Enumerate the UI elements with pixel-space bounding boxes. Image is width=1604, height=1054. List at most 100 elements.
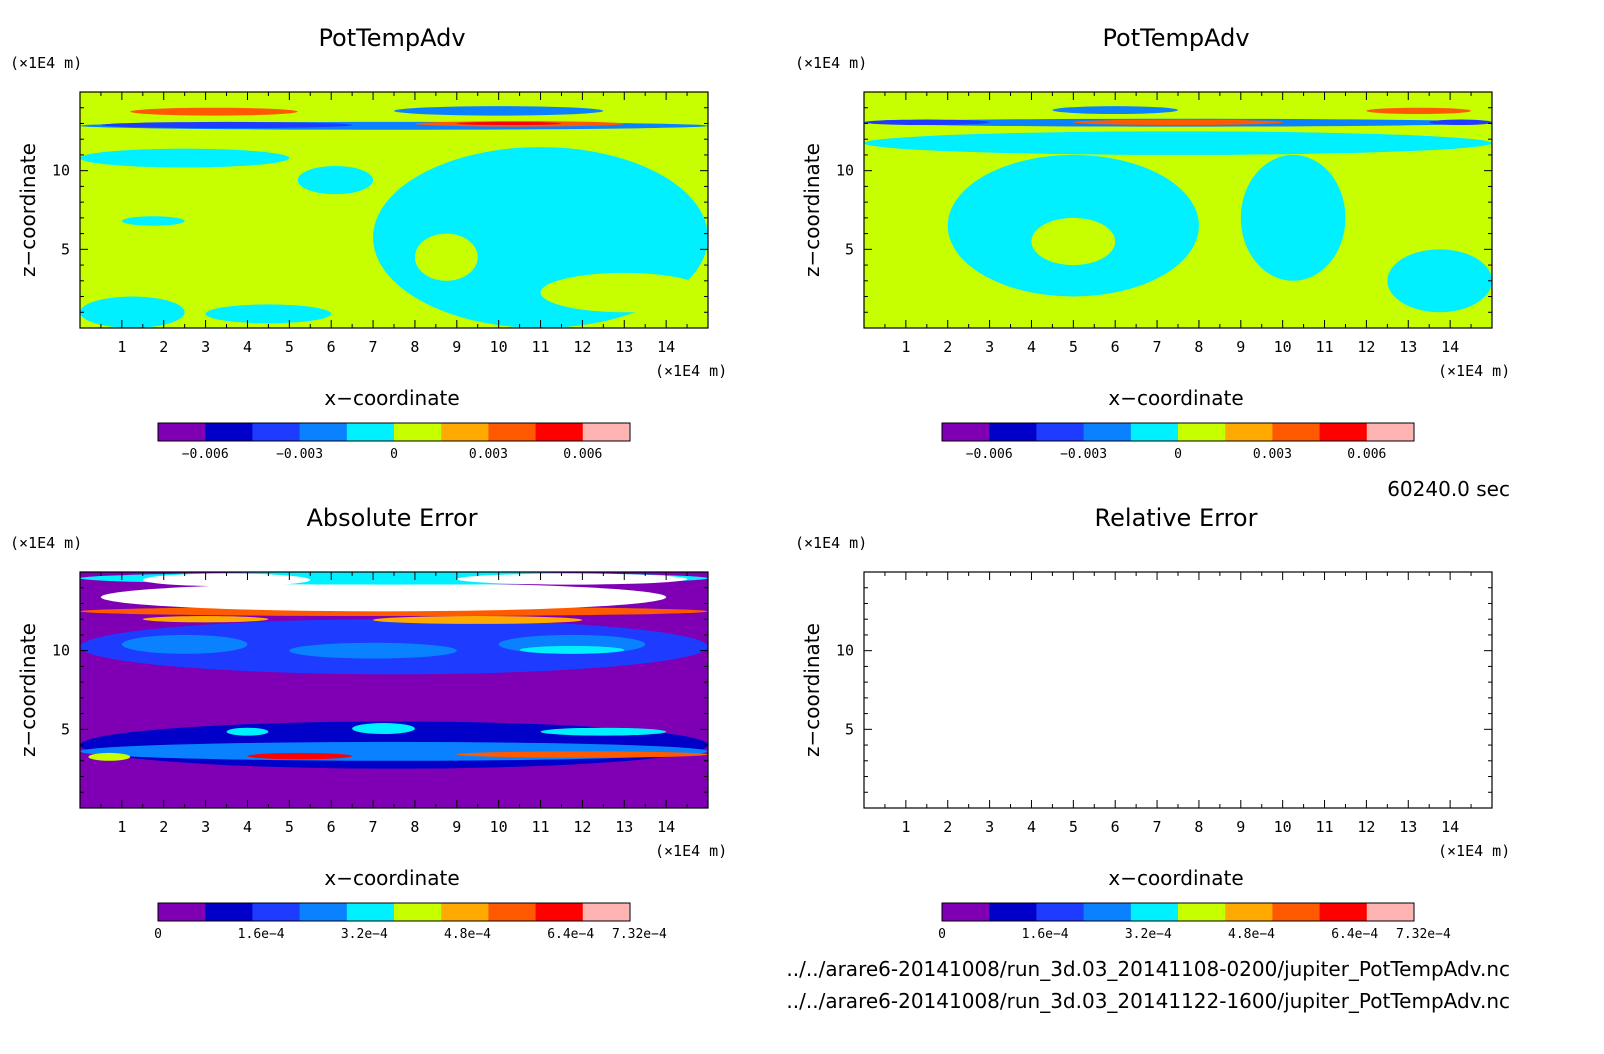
x-tick-label: 2 — [943, 338, 952, 356]
colorbar-swatch — [252, 423, 301, 441]
y-tick-label: 10 — [836, 162, 854, 180]
x-tick-label: 8 — [410, 818, 419, 836]
x-tick-label: 5 — [285, 338, 294, 356]
x-unit-label: (×1E4 m) — [655, 842, 727, 860]
field-region — [80, 296, 185, 328]
colorbar-tick-label: 1.6e−4 — [238, 927, 285, 942]
x-tick-label: 9 — [1236, 818, 1245, 836]
field-region — [80, 148, 290, 168]
x-axis-label: x−coordinate — [324, 866, 459, 890]
x-tick-labels: 1 2 3 4 5 6 7 8 9 10 11 12 13 14 — [901, 338, 1459, 356]
colorbar-swatch — [582, 903, 631, 921]
y-tick-label: 10 — [52, 642, 70, 660]
x-tick-label: 8 — [1194, 818, 1203, 836]
x-tick-labels: 1 2 3 4 5 6 7 8 9 10 11 12 13 14 — [117, 338, 675, 356]
field — [80, 92, 708, 328]
x-tick-labels: 1 2 3 4 5 6 7 8 9 10 11 12 13 14 — [901, 818, 1459, 836]
field-region — [1073, 119, 1283, 126]
colorbar-tick-label: 0.006 — [563, 447, 602, 462]
y-unit-label: (×1E4 m) — [10, 54, 82, 72]
y-tick-label: 5 — [845, 240, 854, 258]
field-region — [456, 573, 688, 585]
colorbar-swatch — [989, 903, 1037, 921]
y-unit-label: (×1E4 m) — [795, 54, 867, 72]
x-tick-label: 14 — [1441, 818, 1459, 836]
x-unit-label: (×1E4 m) — [655, 362, 727, 380]
plot-area — [863, 571, 1493, 809]
y-unit-label: (×1E4 m) — [795, 534, 867, 552]
x-tick-label: 6 — [327, 818, 336, 836]
x-tick-label: 8 — [410, 338, 419, 356]
x-tick-label: 2 — [943, 818, 952, 836]
colorbar-swatch — [205, 903, 253, 921]
y-tick-labels: 5 10 — [836, 642, 854, 739]
field-region — [100, 583, 667, 612]
colorbar-tick-label: −0.003 — [276, 447, 323, 462]
plot-background — [864, 572, 1492, 808]
colorbar-swatch — [394, 903, 442, 921]
colorbar-frame — [157, 902, 631, 922]
colorbar-tick-label: 0.003 — [1253, 447, 1292, 462]
x-tick-label: 10 — [490, 338, 508, 356]
colorbar-tick-label: 3.2e−4 — [341, 927, 388, 942]
x-tick-label: 1 — [901, 338, 910, 356]
plot-area — [79, 91, 709, 329]
y-tick-label: 5 — [61, 720, 70, 738]
colorbar-swatch — [1225, 423, 1273, 441]
field-region — [519, 645, 625, 654]
file-path-2: ../../arare6-20141008/run_3d.03_20141122… — [786, 989, 1510, 1013]
panel-title: Relative Error — [1095, 504, 1258, 532]
colorbar-tick-label: 7.32e−4 — [612, 927, 667, 942]
x-axis-label: x−coordinate — [1108, 866, 1243, 890]
y-tick-labels: 5 10 — [52, 162, 70, 259]
y-axis-label: z−coordinate — [16, 623, 40, 757]
x-tick-label: 7 — [369, 338, 378, 356]
field-region — [142, 573, 311, 587]
x-tick-label: 10 — [1274, 338, 1292, 356]
colorbar-swatch — [1366, 423, 1415, 441]
field-region — [864, 217, 948, 242]
colorbar-swatch — [942, 903, 990, 921]
colorbar-tick-label: 0 — [938, 927, 946, 942]
y-tick-label: 5 — [61, 240, 70, 258]
x-tick-label: 12 — [1357, 338, 1375, 356]
x-axis-label: x−coordinate — [324, 386, 459, 410]
x-tick-label: 1 — [901, 818, 910, 836]
x-tick-label: 3 — [201, 338, 210, 356]
x-tick-labels: 1 2 3 4 5 6 7 8 9 10 11 12 13 14 — [117, 818, 675, 836]
field-region — [289, 642, 457, 659]
x-tick-label: 12 — [573, 818, 591, 836]
field-region — [394, 106, 604, 116]
field-region — [205, 304, 332, 324]
colorbar-swatch — [1319, 423, 1368, 441]
colorbar-swatch — [346, 903, 395, 921]
field-region — [130, 107, 298, 116]
x-tick-label: 4 — [1027, 818, 1036, 836]
colorbar-swatch — [1130, 423, 1179, 441]
x-tick-label: 1 — [117, 338, 126, 356]
colorbar-swatch — [1319, 903, 1368, 921]
colorbar-tick-label: 3.2e−4 — [1125, 927, 1172, 942]
colorbar-swatch — [441, 903, 489, 921]
colorbar-swatch — [441, 423, 489, 441]
colorbar-frame — [941, 422, 1415, 442]
x-tick-label: 10 — [490, 818, 508, 836]
y-tick-label: 10 — [52, 162, 70, 180]
x-tick-label: 13 — [615, 338, 633, 356]
x-tick-label: 11 — [1316, 818, 1334, 836]
x-tick-label: 1 — [117, 818, 126, 836]
field-region — [1387, 249, 1492, 313]
x-tick-label: 8 — [1194, 338, 1203, 356]
field-region — [121, 216, 185, 226]
x-tick-label: 9 — [452, 818, 461, 836]
colorbar: −0.006 −0.003 0 0.003 0.006 — [157, 422, 631, 462]
y-tick-labels: 5 10 — [52, 642, 70, 739]
plot-area — [863, 91, 1493, 329]
colorbar-swatch — [942, 423, 990, 441]
x-tick-label: 3 — [201, 818, 210, 836]
field-region — [456, 121, 562, 126]
field — [864, 92, 1492, 328]
colorbar-tick-label: −0.003 — [1060, 447, 1107, 462]
field-region — [414, 233, 478, 281]
x-tick-label: 5 — [1069, 818, 1078, 836]
